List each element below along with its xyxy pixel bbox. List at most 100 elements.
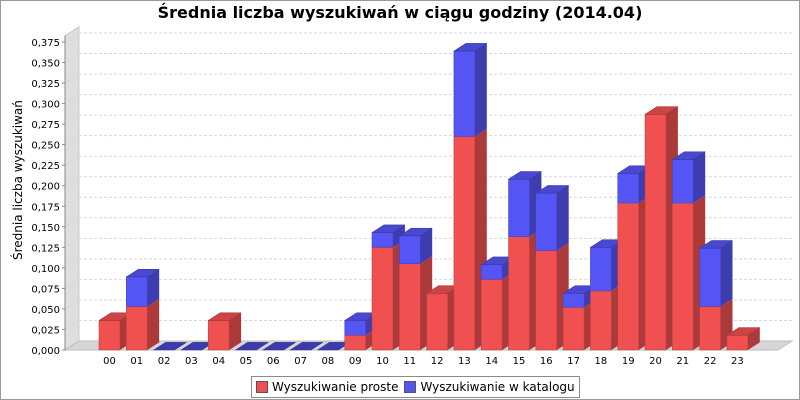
- y-tick-label: 0,200: [31, 182, 60, 193]
- gridline-side: [64, 73, 80, 84]
- bar-top: [671, 151, 707, 160]
- y-tick-label: 0,275: [31, 120, 60, 131]
- y-tick-label: 0,100: [31, 264, 60, 275]
- x-tick-label: 20: [649, 356, 662, 367]
- bar-top: [534, 185, 570, 194]
- x-tick-label: 11: [403, 356, 416, 367]
- bar-front-proste: [562, 307, 585, 351]
- x-tick-label: 05: [240, 356, 253, 367]
- y-tick-label: 0,350: [31, 59, 60, 70]
- x-tick-label: 08: [322, 356, 335, 367]
- bar-side-katalog: [720, 240, 733, 307]
- gridline-side: [64, 32, 80, 43]
- bar-front-proste: [617, 202, 639, 351]
- bar-top: [152, 342, 188, 351]
- bar-side-katalog: [693, 151, 706, 203]
- bar-side-katalog: [393, 224, 405, 248]
- bar-side-katalog: [420, 228, 433, 264]
- gridline-side: [64, 278, 80, 289]
- bar-side-katalog: [147, 269, 160, 307]
- gridline-side: [64, 53, 80, 63]
- gridline-side: [64, 176, 80, 187]
- bar-front-proste: [535, 250, 558, 351]
- bar-front-katalog: [126, 276, 148, 307]
- legend-label: Wyszukiwanie proste: [272, 380, 399, 394]
- bar-front-proste: [726, 334, 749, 351]
- y-tick-label: 0,325: [31, 79, 60, 90]
- x-tick-label: 18: [595, 356, 608, 367]
- x-tick-label: 19: [622, 356, 635, 367]
- gridline-side: [64, 155, 80, 166]
- y-tick-label: 0,175: [31, 202, 60, 213]
- gridline-side: [64, 114, 80, 125]
- x-tick-label: 15: [513, 356, 526, 367]
- gridline-side: [64, 299, 80, 310]
- y-tick-label: 0,025: [31, 325, 60, 336]
- y-tick-label: 0,250: [31, 141, 60, 152]
- bar-front-katalog: [453, 50, 476, 137]
- bar-front-proste: [480, 279, 503, 351]
- bar-front-katalog: [699, 247, 721, 307]
- bar-front-katalog: [371, 232, 394, 248]
- bar-front-proste: [672, 202, 694, 351]
- x-tick-label: 13: [458, 356, 471, 367]
- x-tick-label: 09: [349, 356, 362, 367]
- x-tick-label: 21: [676, 356, 689, 367]
- y-tick-label: 0,075: [31, 284, 60, 295]
- legend-swatch-red: [256, 381, 268, 393]
- bar-front-proste: [508, 236, 530, 351]
- bar-front-proste: [644, 114, 667, 351]
- bar-top: [261, 342, 297, 351]
- legend-item-series-1: Wyszukiwanie proste: [256, 380, 398, 394]
- chart-legend: Wyszukiwanie proste Wyszukiwanie w katal…: [251, 376, 580, 398]
- bar-front-proste: [590, 290, 612, 351]
- y-tick-label: 0,225: [31, 161, 60, 172]
- y-tick-label: 0,050: [31, 305, 60, 316]
- bar-front-katalog: [562, 293, 585, 308]
- bar-front-katalog: [535, 192, 558, 251]
- gridline-side: [64, 258, 80, 269]
- bar-side-katalog: [556, 185, 569, 251]
- x-tick-label: 22: [704, 356, 717, 367]
- bar-top: [125, 269, 161, 278]
- bar-front-proste: [207, 320, 230, 351]
- bar-front-katalog: [480, 264, 503, 280]
- bar-side-proste: [229, 312, 242, 350]
- bar-front-proste: [98, 320, 121, 351]
- bar-top: [726, 327, 761, 336]
- gridline-side: [64, 135, 80, 146]
- legend-swatch-blue: [404, 381, 417, 393]
- gridline-side: [64, 196, 80, 207]
- bar-front-proste: [699, 306, 721, 351]
- gridline-side: [64, 217, 80, 228]
- x-tick-label: 10: [376, 356, 389, 367]
- bar-top: [371, 224, 406, 233]
- x-tick-label: 14: [485, 356, 498, 367]
- gridline-side: [64, 237, 80, 248]
- bar-top: [453, 43, 488, 52]
- y-tick-label: 0,300: [31, 100, 60, 111]
- x-tick-label: 12: [431, 356, 444, 367]
- bar-front-katalog: [508, 178, 530, 237]
- x-tick-label: 04: [212, 356, 225, 367]
- x-tick-label: 07: [294, 356, 307, 367]
- x-tick-label: 06: [267, 356, 280, 367]
- bar-front-proste: [399, 263, 421, 351]
- x-tick-label: 01: [130, 356, 143, 367]
- bar-front-katalog: [344, 320, 366, 336]
- bar-front-katalog: [590, 247, 612, 292]
- bar-front-proste: [371, 247, 394, 351]
- y-tick-label: 0,000: [31, 346, 60, 357]
- x-tick-label: 23: [731, 356, 744, 367]
- x-tick-label: 02: [158, 356, 171, 367]
- bar-side-proste: [147, 298, 160, 350]
- y-tick-label: 0,375: [31, 38, 60, 49]
- bar-front-katalog: [399, 235, 421, 265]
- bar-front-proste: [426, 293, 448, 351]
- bar-top: [207, 312, 242, 321]
- legend-label: Wyszukiwanie w katalogu: [420, 380, 575, 394]
- y-tick-label: 0,125: [31, 243, 60, 254]
- gridline-side: [64, 94, 80, 105]
- bar-front-proste: [126, 306, 148, 351]
- x-tick-label: 16: [540, 356, 553, 367]
